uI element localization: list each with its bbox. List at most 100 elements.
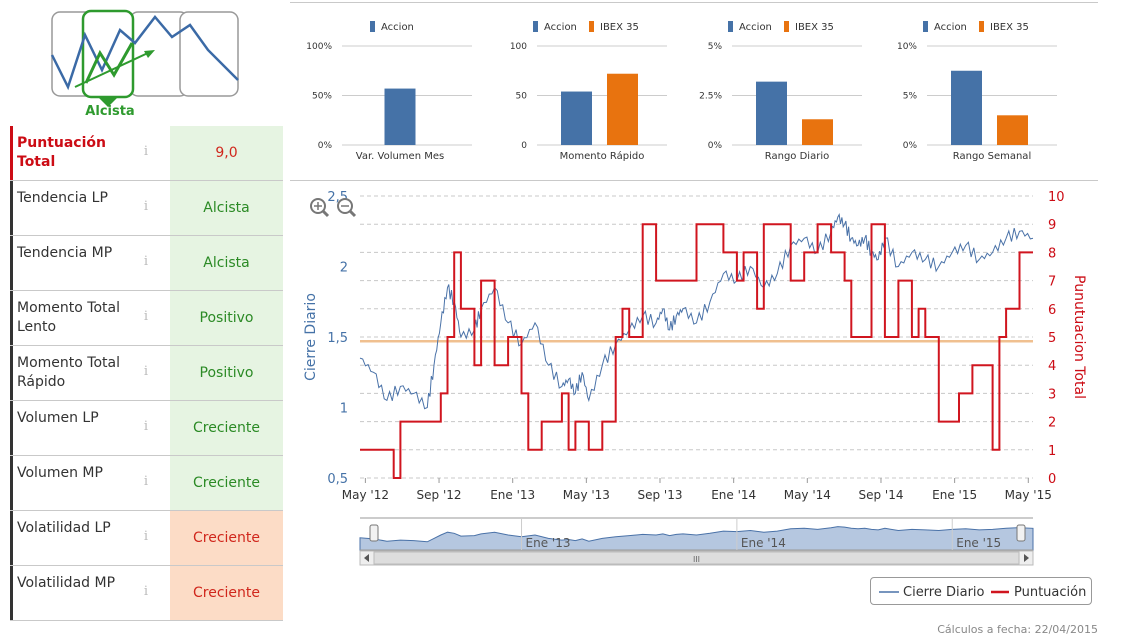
top-divider [290,2,1098,3]
navigator-area [359,526,1034,551]
info-icon[interactable]: i [143,364,149,379]
metric-row: Volumen LP i Creciente [10,401,283,456]
legend-label[interactable]: Accion [544,22,577,33]
legend-label[interactable]: IBEX 35 [990,22,1029,33]
metric-label: Volumen LP [17,410,99,426]
metric-label-cell: Volumen LP [10,401,170,455]
y-tick-label: 100% [306,42,332,52]
y-right-tick-label: 6 [1048,303,1056,318]
bar-ibex[interactable] [607,73,638,145]
scrollbar[interactable]: III [359,550,1034,566]
zoom-in-icon[interactable] [310,198,330,218]
y-tick-label: 10% [897,42,917,52]
legend-swatch [784,21,789,32]
legend-label[interactable]: IBEX 35 [600,22,639,33]
bar-ibex[interactable] [997,115,1028,145]
metric-row: Momento Total Lento i Positivo [10,291,283,346]
metric-value: Alcista [170,181,283,235]
metric-label: Volatilidad MP [17,575,116,591]
y-right-tick-label: 0 [1048,472,1056,487]
y-left-tick-label: 1 [340,402,348,417]
legend-label[interactable]: Accion [934,22,967,33]
info-icon[interactable]: i [143,474,149,489]
info-icon[interactable]: i [143,144,149,159]
y-tick-label: 0 [521,141,527,151]
zoom-out-icon[interactable] [337,198,357,218]
y-tick-label: 5% [903,92,918,102]
navigator-handle[interactable] [369,524,379,542]
y-tick-label: 0% [318,141,333,151]
trend-label: Alcista [85,104,135,119]
metric-label: Puntuación Total [17,135,106,170]
y-left-tick-label: 0,5 [327,472,348,487]
x-tick-label: May '12 [342,488,389,502]
metric-label-cell: Volatilidad LP [10,511,170,565]
legend-price-label[interactable]: Cierre Diario [903,585,985,600]
middle-divider [290,180,1098,181]
legend-swatch [979,21,984,32]
x-tick-label: Sep '13 [638,488,683,502]
metric-row: Puntuación Total i 9,0 [10,126,283,181]
y-right-tick-label: 10 [1048,190,1065,205]
y-right-tick-label: 5 [1048,331,1056,346]
y-right-axis-title: Punutuacion Total [1071,275,1087,399]
navigator-tick-label: Ene '14 [741,536,786,550]
x-tick-label: May '14 [784,488,831,502]
bar-accion[interactable] [756,81,787,145]
metric-label-cell: Momento Total Lento [10,291,170,345]
metric-label-cell: Puntuación Total [10,126,170,180]
bar-accion[interactable] [561,91,592,145]
y-tick-label: 100 [510,42,527,52]
legend-swatch [589,21,594,32]
trend-logo [10,5,282,123]
legend-swatch [728,21,733,32]
info-icon[interactable]: i [143,419,149,434]
x-tick-label: Ene '15 [932,488,977,502]
metric-label-cell: Tendencia MP [10,236,170,290]
series-cierre-diario[interactable] [359,213,1034,410]
x-tick-label: Sep '12 [417,488,462,502]
legend-label[interactable]: IBEX 35 [795,22,834,33]
metric-label-cell: Volatilidad MP [10,566,170,620]
y-left-axis-title: Cierre Diario [303,293,319,381]
metric-row: Tendencia LP i Alcista [10,181,283,236]
metric-row: Volumen MP i Creciente [10,456,283,511]
y-left-tick-label: 2 [340,261,348,276]
mini-chart-2: Accion IBEX 35 100 50 0 Momento Rápido [495,12,685,172]
chart-legend[interactable]: Cierre Diario Puntuación [870,577,1092,605]
navigator[interactable]: Ene '13 Ene '14 Ene '15 [359,517,1034,551]
x-tick-label: Ene '14 [711,488,756,502]
info-icon[interactable]: i [143,199,149,214]
mini-chart-3: Accion IBEX 35 5% 2.5% 0% Rango Diario [690,12,880,172]
navigator-tick-label: Ene '15 [956,536,1001,550]
metric-label: Tendencia LP [17,190,108,206]
series-puntuacion[interactable] [360,223,1033,479]
calc-date: Cálculos a fecha: 22/04/2015 [937,623,1098,636]
metric-value: Creciente [170,456,283,510]
price-score-chart: 10 9 8 7 6 5 4 3 2 1 0 2,5 2 1,5 1 0,5 Cierre Diario Punu… [290,180,1100,580]
bar-accion[interactable] [384,88,416,145]
metric-value: Positivo [170,346,283,400]
legend-label[interactable]: Accion [381,22,414,33]
bar-accion[interactable] [951,70,982,145]
info-icon[interactable]: i [143,309,149,324]
x-tick-label: Ene '13 [490,488,535,502]
metric-label: Tendencia MP [17,245,113,261]
scrollbar-grip[interactable]: III [693,555,700,564]
y-right-tick-label: 8 [1048,246,1056,261]
info-icon[interactable]: i [143,584,149,599]
trend-chart-icon [50,9,239,107]
legend-score-label[interactable]: Puntuación [1014,585,1086,600]
y-right-tick-label: 1 [1048,444,1056,459]
metric-value: Alcista [170,236,283,290]
metric-label-cell: Volumen MP [10,456,170,510]
navigator-handle[interactable] [1016,524,1026,542]
y-tick-label: 0% [708,141,723,151]
bar-ibex[interactable] [802,119,833,145]
metric-row: Tendencia MP i Alcista [10,236,283,291]
mini-chart-4: Accion IBEX 35 10% 5% 0% Rango Semanal [885,12,1075,172]
info-icon[interactable]: i [143,254,149,269]
legend-label[interactable]: Accion [739,22,772,33]
info-icon[interactable]: i [143,529,149,544]
metric-row: Momento Total Rápido i Positivo [10,346,283,401]
